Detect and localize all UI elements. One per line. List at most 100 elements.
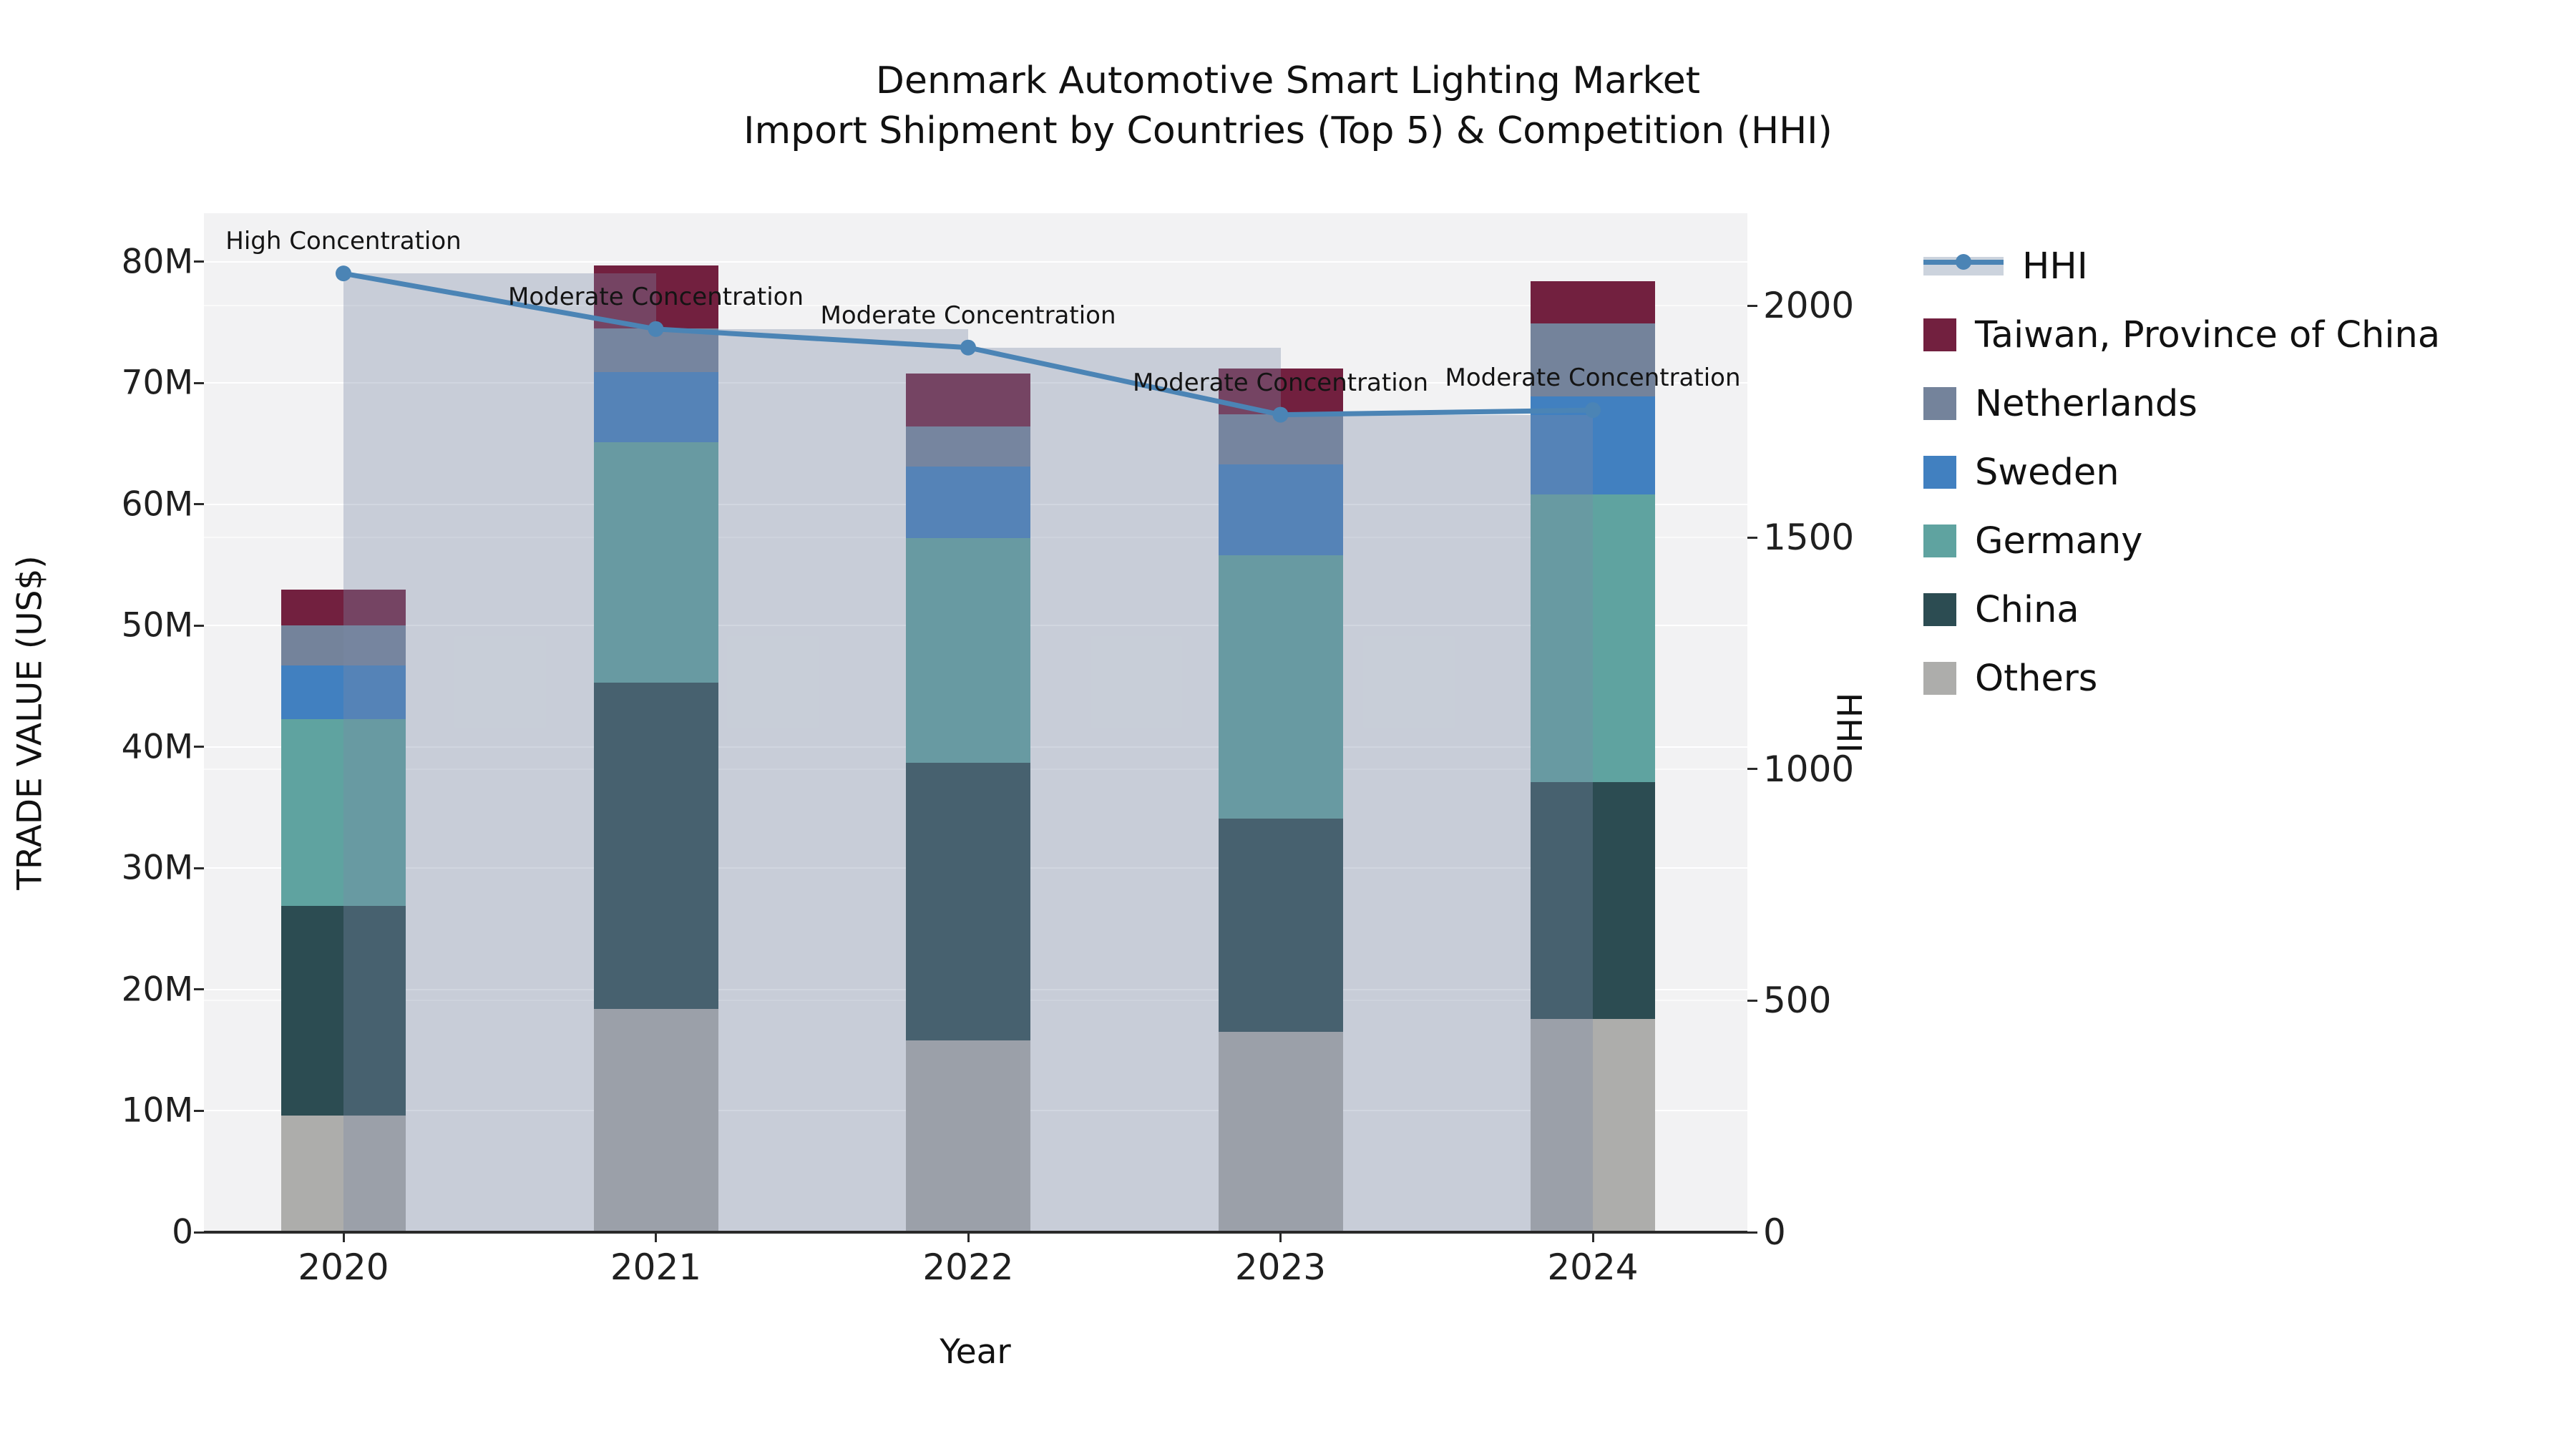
gridline-left-80M	[204, 260, 1747, 263]
y-left-tick-mark-70M	[194, 381, 204, 384]
y-right-tick-mark-2000	[1747, 304, 1757, 307]
bar-segment-germany-2024	[1531, 494, 1655, 783]
y-right-tick-mark-0	[1747, 1231, 1757, 1234]
annotation-2024: Moderate Concentration	[1445, 364, 1741, 393]
legend-swatch-germany	[1923, 525, 1956, 557]
x-axis-spine	[204, 1231, 1747, 1234]
y-left-tick-label-80M: 80M	[121, 242, 193, 282]
bar-2020	[281, 213, 406, 1232]
x-axis-label: Year	[940, 1332, 1011, 1372]
legend-item-germany: Germany	[1923, 507, 2440, 575]
legend: HHI Taiwan, Province of China Netherlands S…	[1923, 232, 2440, 713]
annotation-2021: Moderate Concentration	[507, 282, 804, 311]
annotation-2020: High Concentration	[225, 227, 462, 256]
bar-segment-sweden-2020	[281, 665, 406, 719]
hhi-step-band-2023	[1280, 414, 1593, 1232]
x-tick-mark-2022	[967, 1232, 970, 1242]
bar-segment-others-2022	[906, 1040, 1030, 1232]
legend-item-netherlands: Netherlands	[1923, 369, 2440, 438]
bar-segment-netherlands-2023	[1218, 414, 1343, 464]
chart-title-line1: Denmark Automotive Smart Lighting Market	[875, 59, 1701, 102]
bar-segment-taiwan-province-of-china-2024	[1531, 280, 1655, 324]
y-left-tick-mark-80M	[194, 260, 204, 263]
y-left-tick-mark-10M	[194, 1109, 204, 1112]
y-left-tick-label-20M: 20M	[121, 970, 193, 1010]
y-axis-right-label: HHI	[1828, 692, 1868, 753]
x-tick-label-2023: 2023	[1234, 1246, 1327, 1288]
legend-item-sweden: Sweden	[1923, 438, 2440, 507]
bar-segment-others-2023	[1218, 1032, 1343, 1232]
legend-hhi-line-icon	[1923, 251, 2004, 281]
legend-swatch-taiwan-province-of-china	[1923, 318, 1956, 351]
bar-segment-others-2021	[593, 1009, 718, 1232]
legend-item-taiwan-province-of-china: Taiwan, Province of China	[1923, 301, 2440, 369]
hhi-step-band-2021	[655, 328, 968, 1232]
legend-swatch-sweden	[1923, 456, 1956, 489]
legend-label-taiwan-province-of-china: Taiwan, Province of China	[1975, 313, 2441, 356]
bar-segment-netherlands-2020	[281, 625, 406, 666]
legend-label-germany: Germany	[1975, 519, 2143, 562]
y-left-tick-label-10M: 10M	[121, 1091, 193, 1131]
y-right-tick-mark-1000	[1747, 768, 1757, 771]
legend-swatch-china	[1923, 593, 1956, 626]
x-tick-label-2020: 2020	[298, 1246, 389, 1288]
x-tick-label-2024: 2024	[1547, 1246, 1639, 1288]
y-right-tick-mark-500	[1747, 999, 1757, 1002]
legend-swatch-netherlands	[1923, 387, 1956, 420]
bar-segment-germany-2020	[281, 718, 406, 906]
legend-label-hhi: HHI	[2022, 245, 2088, 288]
y-left-tick-label-40M: 40M	[121, 727, 193, 767]
bar-segment-others-2024	[1531, 1018, 1655, 1232]
x-tick-label-2022: 2022	[922, 1246, 1014, 1288]
bar-segment-sweden-2023	[1218, 464, 1343, 556]
y-left-tick-label-30M: 30M	[121, 848, 193, 888]
chart-title-line2: Import Shipment by Countries (Top 5) & C…	[743, 109, 1833, 152]
y-left-tick-label-60M: 60M	[121, 484, 193, 525]
x-tick-label-2021: 2021	[610, 1246, 702, 1288]
bar-segment-netherlands-2022	[906, 426, 1030, 467]
y-right-tick-label-500: 500	[1763, 980, 1832, 1022]
bar-segment-china-2020	[281, 906, 406, 1116]
x-tick-mark-2021	[655, 1232, 657, 1242]
legend-label-netherlands: Netherlands	[1975, 382, 2197, 425]
y-left-tick-mark-0	[194, 1231, 204, 1234]
y-left-tick-label-0: 0	[172, 1212, 193, 1252]
y-right-tick-label-0: 0	[1763, 1211, 1786, 1253]
bar-segment-china-2023	[1218, 818, 1343, 1033]
chart-title: Denmark Automotive Smart Lighting Market…	[0, 56, 2576, 156]
bar-segment-china-2022	[906, 762, 1030, 1041]
y-left-tick-mark-20M	[194, 988, 204, 991]
legend-item-hhi: HHI	[1923, 232, 2440, 301]
bar-segment-sweden-2022	[906, 467, 1030, 539]
y-left-tick-mark-30M	[194, 867, 204, 869]
y-right-tick-label-1500: 1500	[1763, 517, 1855, 559]
y-left-tick-mark-50M	[194, 624, 204, 627]
bar-segment-china-2021	[593, 683, 718, 1010]
legend-item-china: China	[1923, 575, 2440, 644]
legend-swatch-others	[1923, 662, 1956, 695]
bar-segment-taiwan-province-of-china-2020	[281, 589, 406, 626]
y-left-tick-mark-60M	[194, 503, 204, 506]
annotation-2022: Moderate Concentration	[820, 301, 1116, 330]
y-right-tick-label-1000: 1000	[1763, 748, 1855, 790]
legend-item-others: Others	[1923, 644, 2440, 713]
x-tick-mark-2023	[1279, 1232, 1282, 1242]
y-left-tick-label-70M: 70M	[121, 363, 193, 403]
hhi-step-band-2022	[968, 347, 1281, 1232]
annotation-2023: Moderate Concentration	[1132, 368, 1429, 397]
bar-segment-china-2024	[1531, 782, 1655, 1019]
bar-segment-germany-2023	[1218, 555, 1343, 819]
y-axis-left-label: TRADE VALUE (US$)	[10, 555, 50, 890]
x-tick-mark-2020	[342, 1232, 345, 1242]
bar-segment-germany-2021	[593, 442, 718, 683]
legend-label-others: Others	[1975, 657, 2098, 700]
y-left-tick-mark-40M	[194, 746, 204, 748]
legend-label-china: China	[1975, 588, 2079, 631]
x-tick-mark-2024	[1591, 1232, 1594, 1242]
hhi-step-band-2020	[343, 273, 656, 1232]
legend-label-sweden: Sweden	[1975, 451, 2119, 494]
y-right-tick-label-2000: 2000	[1763, 285, 1855, 327]
y-right-tick-mark-1500	[1747, 536, 1757, 539]
bar-segment-others-2020	[281, 1116, 406, 1232]
